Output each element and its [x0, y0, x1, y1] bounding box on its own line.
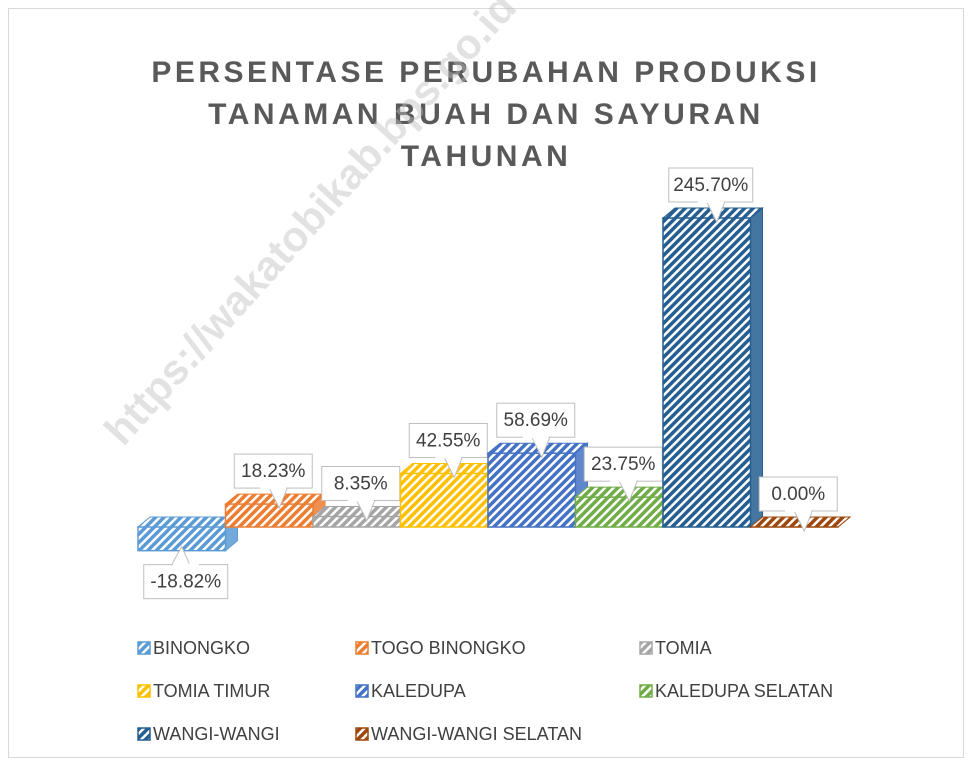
legend-label: TOGO BINONGKO: [371, 638, 526, 658]
data-label: 42.55%: [416, 431, 481, 452]
data-label: -18.82%: [150, 572, 221, 593]
data-label: 58.69%: [504, 410, 569, 431]
bar: [662, 217, 752, 528]
bar: [487, 452, 577, 528]
legend-swatch: [639, 684, 653, 698]
data-label: 8.35%: [334, 474, 388, 495]
legend-swatch: [137, 641, 151, 655]
legend-label: WANGI-WANGI SELATAN: [371, 724, 582, 744]
bar: [224, 503, 314, 528]
data-label: 18.23%: [241, 461, 306, 482]
label-box: [668, 167, 754, 203]
label-box: [143, 564, 229, 600]
legend-swatch: [639, 641, 653, 655]
chart-frame: [8, 8, 964, 758]
legend-label: KALEDUPA: [371, 681, 466, 701]
label-box: [233, 453, 313, 489]
legend-label: KALEDUPA SELATAN: [655, 681, 833, 701]
legend-swatch: [355, 684, 369, 698]
legend-label: BINONGKO: [153, 638, 250, 658]
data-label: 23.75%: [591, 454, 656, 475]
legend-swatch: [355, 641, 369, 655]
legend-swatch: [137, 727, 151, 741]
label-box: [758, 476, 838, 512]
bar: [399, 472, 489, 528]
data-label: 0.00%: [771, 484, 825, 505]
label-box: [583, 446, 663, 482]
legend-swatch: [137, 684, 151, 698]
legend-label: TOMIA TIMUR: [153, 681, 270, 701]
bar: [312, 515, 402, 528]
legend-label: TOMIA: [655, 638, 712, 658]
legend-swatch: [355, 727, 369, 741]
legend-label: WANGI-WANGI: [153, 724, 280, 744]
chart-title: PERSENTASE PERUBAHAN PRODUKSI TANAMAN BU…: [151, 56, 821, 173]
bar: [574, 496, 664, 528]
data-label: 245.70%: [673, 175, 748, 196]
bar-top: [136, 516, 239, 528]
watermark: https://wakatobikab.bps.go.id: [95, 0, 525, 453]
